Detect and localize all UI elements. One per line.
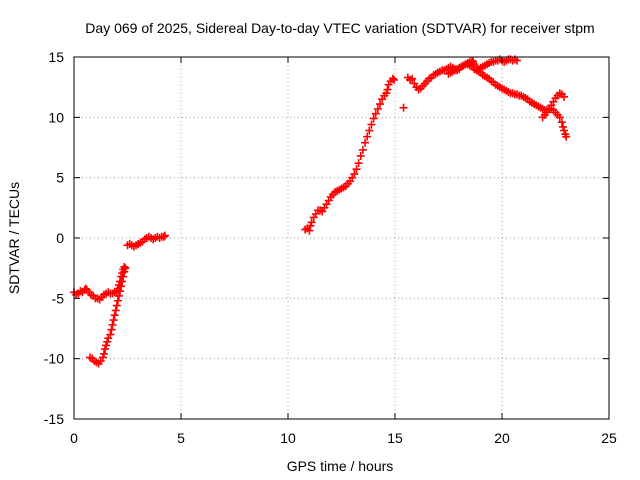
data-point (363, 132, 372, 141)
x-tick-label: 5 (177, 430, 185, 446)
chart-title: Day 069 of 2025, Sidereal Day-to-day VTE… (85, 20, 594, 36)
data-point (108, 320, 117, 329)
y-tick-label: -10 (44, 351, 64, 367)
data-point (121, 264, 130, 273)
y-tick-label: 0 (56, 230, 64, 246)
data-point (106, 330, 115, 339)
data-point (389, 75, 398, 84)
data-point (557, 118, 566, 127)
series-satellite-pass-B (86, 264, 130, 368)
x-axis-label: GPS time / hours (287, 458, 394, 474)
data-point (512, 56, 521, 65)
data-point (560, 126, 569, 135)
x-tick-label: 0 (70, 430, 78, 446)
data-point (99, 349, 108, 358)
y-tick-label: -5 (52, 290, 65, 306)
series-satellite-pass-C (123, 231, 169, 251)
tick-layer: 0 5 10 15 20 25 -15 -10 -5 0 5 10 15 (44, 49, 617, 446)
y-tick-label: -15 (44, 411, 64, 427)
series-satellite-pass-G (538, 89, 569, 122)
data-point (408, 74, 417, 83)
data-point (352, 165, 361, 174)
data-point (376, 100, 385, 109)
x-tick-label: 25 (601, 430, 617, 446)
series-satellite-pass-F (444, 60, 571, 141)
data-point (102, 341, 111, 350)
data-point (119, 272, 128, 281)
data-point (555, 113, 564, 122)
data-point (160, 231, 169, 240)
data-point (159, 232, 168, 241)
x-tick-label: 20 (494, 430, 510, 446)
data-point (114, 291, 123, 300)
data-point (101, 345, 110, 354)
data-point (371, 109, 380, 118)
data-point (306, 221, 315, 230)
data-point (109, 316, 118, 325)
data-point (356, 151, 365, 160)
data-point (111, 306, 120, 315)
data-point (399, 103, 408, 112)
data-point (388, 74, 397, 83)
data-point (307, 218, 316, 227)
x-tick-label: 15 (387, 430, 403, 446)
data-point (103, 337, 112, 346)
x-tick-label: 10 (280, 430, 296, 446)
data-point (120, 267, 129, 276)
data-marks (70, 55, 571, 368)
data-point (373, 104, 382, 113)
data-point (113, 296, 122, 305)
y-tick-label: 10 (48, 109, 64, 125)
data-point (361, 138, 370, 147)
data-point (383, 85, 392, 94)
data-point (365, 126, 374, 135)
data-point (562, 132, 571, 141)
data-point (112, 301, 121, 310)
y-tick-label: 15 (48, 49, 64, 65)
data-point (369, 114, 378, 123)
data-point (354, 159, 363, 168)
data-point (110, 311, 119, 320)
data-point (382, 89, 391, 98)
data-point (98, 353, 107, 362)
data-point (305, 226, 314, 235)
grid-layer (74, 57, 609, 419)
data-point (117, 282, 126, 291)
data-point (118, 277, 127, 286)
data-point (558, 122, 567, 131)
y-axis-label: SDTVAR / TECUs (6, 182, 22, 294)
series-isolated-point (399, 103, 408, 112)
data-point (116, 287, 125, 296)
data-point (560, 92, 569, 101)
series-satellite-pass-E (403, 55, 521, 94)
data-point (367, 120, 376, 129)
data-point (107, 325, 116, 334)
data-point (350, 170, 359, 179)
data-point (358, 145, 367, 154)
series-satellite-pass-A (70, 262, 129, 304)
series-satellite-pass-D (301, 74, 398, 235)
y-tick-label: 5 (56, 170, 64, 186)
